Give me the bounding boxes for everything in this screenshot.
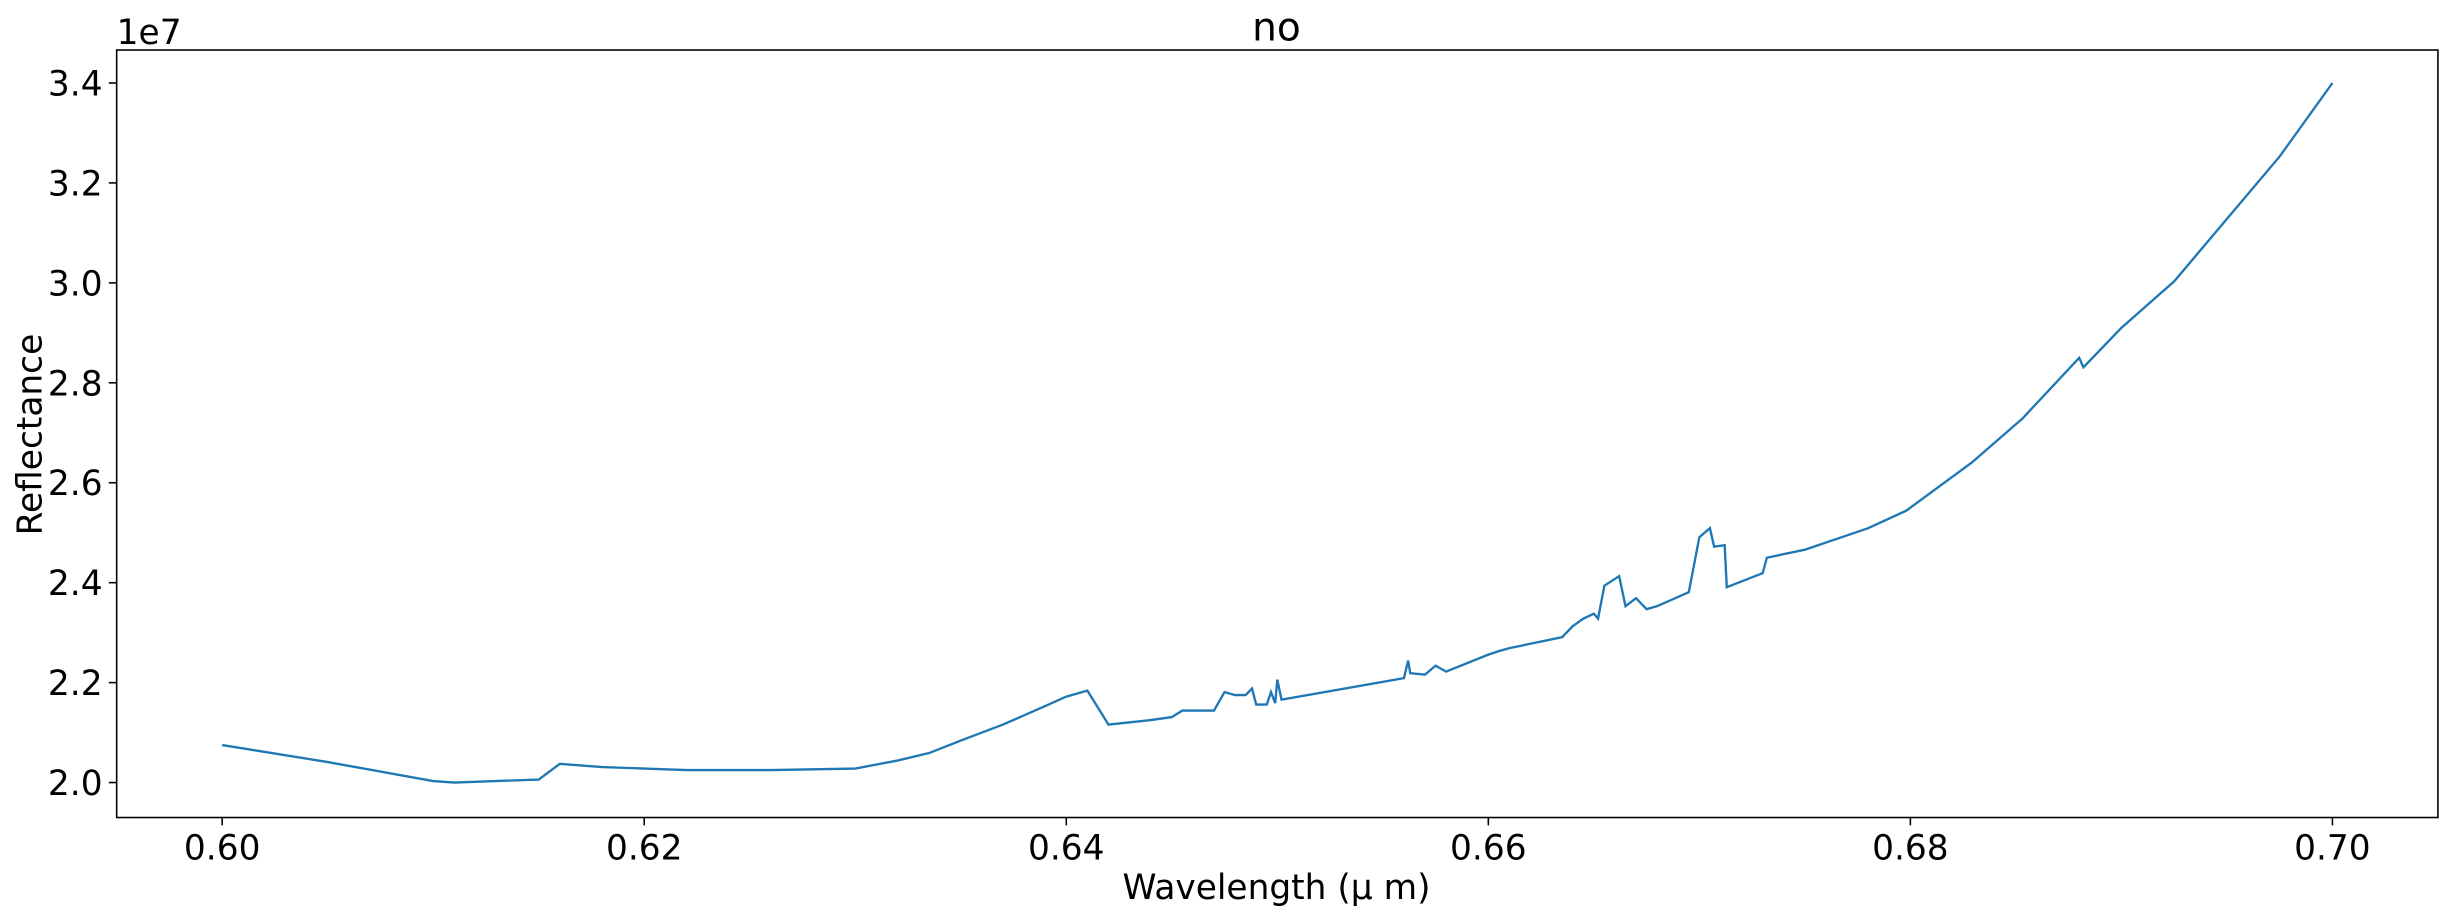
y-tick-label: 2.4 [48,564,103,604]
data-line [221,82,2334,784]
x-tick-label: 0.62 [606,829,683,869]
y-tick-label: 3.4 [48,65,103,105]
y-axis-label: Reflectance [11,334,51,536]
x-tick-label: 0.66 [1450,829,1527,869]
y-tick-label: 2.6 [48,464,103,504]
x-tick-label: 0.64 [1028,829,1105,869]
chart-title: no [1252,6,1301,51]
x-tick-label: 0.70 [2294,829,2371,869]
y-tick-label: 2.8 [48,364,103,404]
x-axis-label: Wavelength (μ m) [1123,868,1431,908]
y-tick-label: 2.0 [48,764,103,804]
y-tick-label: 2.2 [48,664,103,704]
x-tick-label: 0.60 [184,829,261,869]
y-tick-label: 3.0 [48,264,103,304]
x-tick-label: 0.68 [1872,829,1949,869]
y-tick-label: 3.2 [48,164,103,204]
y-offset-label: 1e7 [117,13,182,53]
plot-frame [115,49,2439,819]
